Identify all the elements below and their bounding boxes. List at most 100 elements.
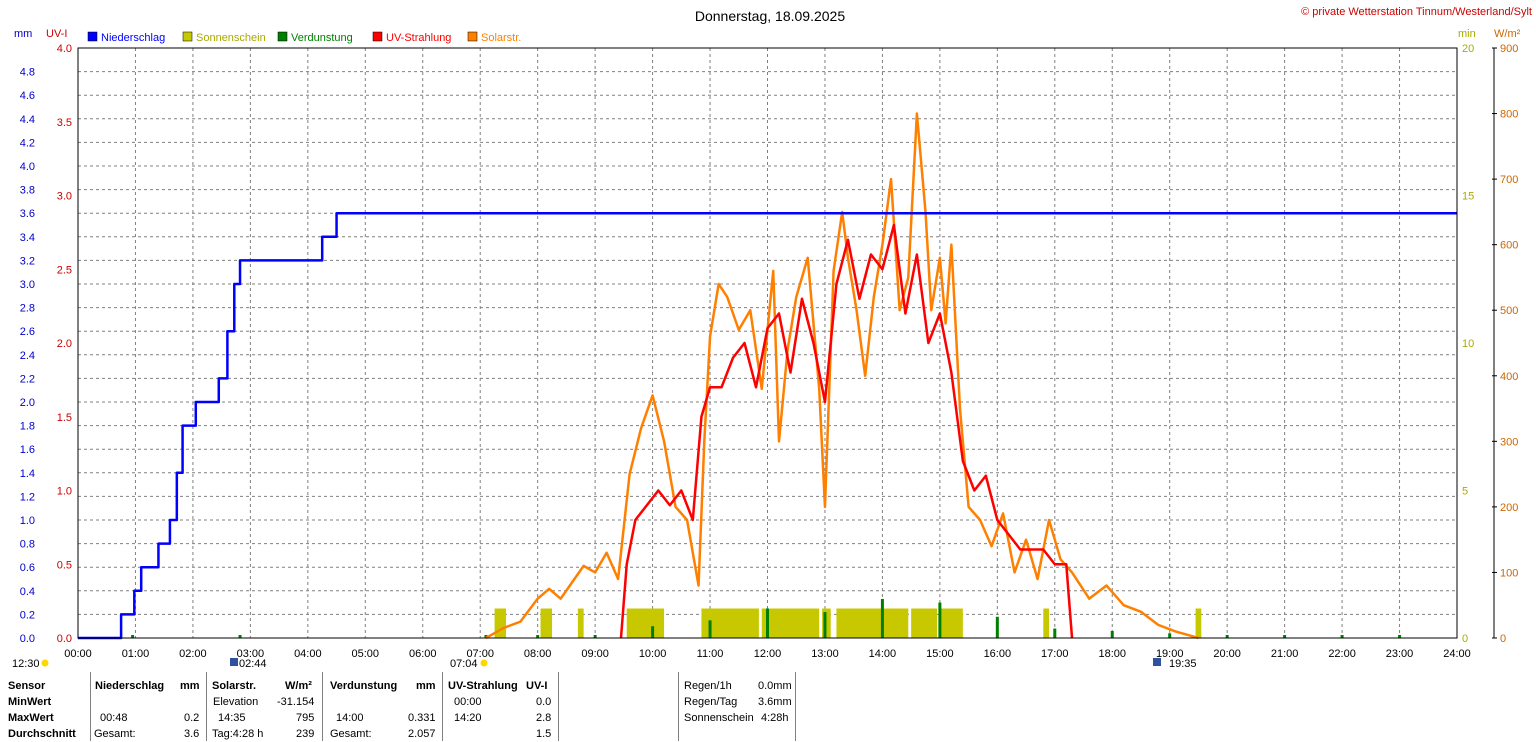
- mm-tick-label: 0.2: [20, 609, 35, 621]
- x-tick-label: 01:00: [122, 648, 150, 660]
- sunrise-icon: [480, 659, 488, 667]
- plot-frame: [77, 47, 1458, 639]
- mm-tick-label: 4.4: [20, 114, 35, 126]
- sunshine-bar: [1195, 608, 1202, 638]
- solar-avg-value: 239: [296, 728, 315, 740]
- x-tick-label: 03:00: [237, 648, 265, 660]
- row-label-max: MaxWert: [8, 712, 54, 724]
- wm2-tick-label: 0: [1500, 633, 1506, 645]
- rain-total-label: Gesamt:: [94, 728, 136, 740]
- mm-tick-label: 3.2: [20, 255, 35, 267]
- mm-tick-label: 1.8: [20, 421, 35, 433]
- series-line-niederschlag: [78, 211, 1457, 640]
- chart-title: Donnerstag, 18.09.2025: [695, 8, 845, 24]
- mm-tick-label: 0.8: [20, 539, 35, 551]
- x-tick-label: 07:00: [466, 648, 494, 660]
- wm2-tick-label: 400: [1500, 371, 1518, 383]
- evaporation-bar: [1340, 635, 1344, 638]
- legend-swatch: [467, 31, 478, 42]
- summary-label-sunshine: Sonnenschein: [684, 712, 754, 724]
- sunshine-bar: [836, 608, 909, 638]
- legend-label: Verdunstung: [291, 32, 353, 44]
- row-label-avg: Durchschnitt: [8, 728, 76, 740]
- evaporation-bar: [651, 626, 655, 638]
- x-tick-label: 22:00: [1328, 648, 1356, 660]
- mm-tick-label: 3.0: [20, 279, 35, 291]
- sunshine-bar: [540, 608, 553, 638]
- sunshine-bar: [939, 608, 963, 638]
- evaporation-bar: [823, 612, 827, 638]
- x-tick-label: 18:00: [1098, 648, 1126, 660]
- wm2-tick-label: 100: [1500, 567, 1518, 579]
- sunshine-bar: [911, 608, 938, 638]
- mm-tick-label: 0.6: [20, 562, 35, 574]
- x-tick-label: 08:00: [524, 648, 552, 660]
- rain-unit: mm: [180, 680, 200, 692]
- mm-tick-label: 1.0: [20, 515, 35, 527]
- mm-tick-label: 4.8: [20, 67, 35, 79]
- mm-tick-label: 3.8: [20, 185, 35, 197]
- x-tick-label: 05:00: [352, 648, 380, 660]
- sunshine-bar: [761, 608, 779, 638]
- evaporation-bar: [1053, 628, 1057, 638]
- mm-tick-label: 1.4: [20, 468, 35, 480]
- sunshine-bar: [778, 608, 820, 638]
- axis-labels: 00:00 01:00 02:00 03:00 04:00 05:00 06:00 07:00…: [20, 43, 1519, 660]
- evaporation-bar: [995, 616, 999, 638]
- mm-tick-label: 0.0: [20, 633, 35, 645]
- x-tick-label: 13:00: [811, 648, 839, 660]
- wm2-tick-label: 700: [1500, 174, 1518, 186]
- uv-max-time: 14:20: [454, 712, 482, 724]
- grid: [78, 48, 1457, 638]
- legend-swatch: [87, 31, 98, 42]
- uv-tick-label: 3.0: [57, 191, 72, 203]
- mm-tick-label: 2.2: [20, 373, 35, 385]
- moonrise-icon: [230, 658, 238, 666]
- moon-time: 12:30: [12, 658, 40, 670]
- sunset-time: 19:35: [1169, 658, 1197, 670]
- min-tick-label: 15: [1462, 191, 1474, 203]
- mm-tick-label: 3.6: [20, 208, 35, 220]
- wm2-tick-label: 800: [1500, 109, 1518, 121]
- x-tick-label: 11:00: [697, 648, 724, 660]
- x-tick-label: 14:00: [869, 648, 897, 660]
- evap-header: Verdunstung: [330, 680, 398, 692]
- uv-tick-label: 0.5: [57, 559, 72, 571]
- solar-min-label: Elevation: [213, 696, 259, 708]
- uv-tick-label: 1.0: [57, 486, 72, 498]
- uv-unit: UV-I: [526, 680, 548, 692]
- legend-label: Niederschlag: [101, 32, 165, 44]
- evap-max-value: 0.331: [408, 712, 436, 724]
- solar-avg-label: Tag:4:28 h: [212, 728, 264, 740]
- x-tick-label: 12:00: [754, 648, 782, 660]
- x-tick-label: 00:00: [64, 648, 92, 660]
- x-tick-label: 10:00: [639, 648, 667, 660]
- x-tick-label: 24:00: [1443, 648, 1471, 660]
- sun-moon-markers: 12:30 02:44 07:04 19:35: [12, 658, 1197, 670]
- wm2-tick-label: 600: [1500, 240, 1518, 252]
- uv-axis-unit: UV-I: [46, 28, 67, 40]
- mm-tick-label: 4.6: [20, 90, 35, 102]
- mm-tick-label: 4.0: [20, 161, 35, 173]
- sunshine-bar: [1043, 608, 1050, 638]
- evaporation-bar: [1110, 630, 1114, 638]
- rain-header: Niederschlag: [95, 680, 165, 692]
- wm2-tick-label: 500: [1500, 305, 1518, 317]
- uv-tick-label: 1.5: [57, 412, 72, 424]
- evaporation-bar: [880, 598, 884, 638]
- mm-tick-label: 2.0: [20, 397, 35, 409]
- legend-swatch: [372, 31, 383, 42]
- summary-label-rain-day: Regen/Tag: [684, 696, 738, 708]
- evaporation-bar: [1225, 635, 1229, 638]
- x-tick-label: 17:00: [1041, 648, 1069, 660]
- row-label-min: MinWert: [8, 696, 52, 708]
- x-tick-label: 15:00: [926, 648, 954, 660]
- uv-tick-label: 2.0: [57, 338, 72, 350]
- uv-header: UV-Strahlung: [448, 680, 518, 692]
- min-tick-label: 5: [1462, 486, 1468, 498]
- evap-total: 2.057: [408, 728, 436, 740]
- legend-swatch: [277, 31, 288, 42]
- legend-label: Sonnenschein: [196, 32, 266, 44]
- x-tick-label: 09:00: [581, 648, 609, 660]
- uv-min-value: 0.0: [536, 696, 552, 708]
